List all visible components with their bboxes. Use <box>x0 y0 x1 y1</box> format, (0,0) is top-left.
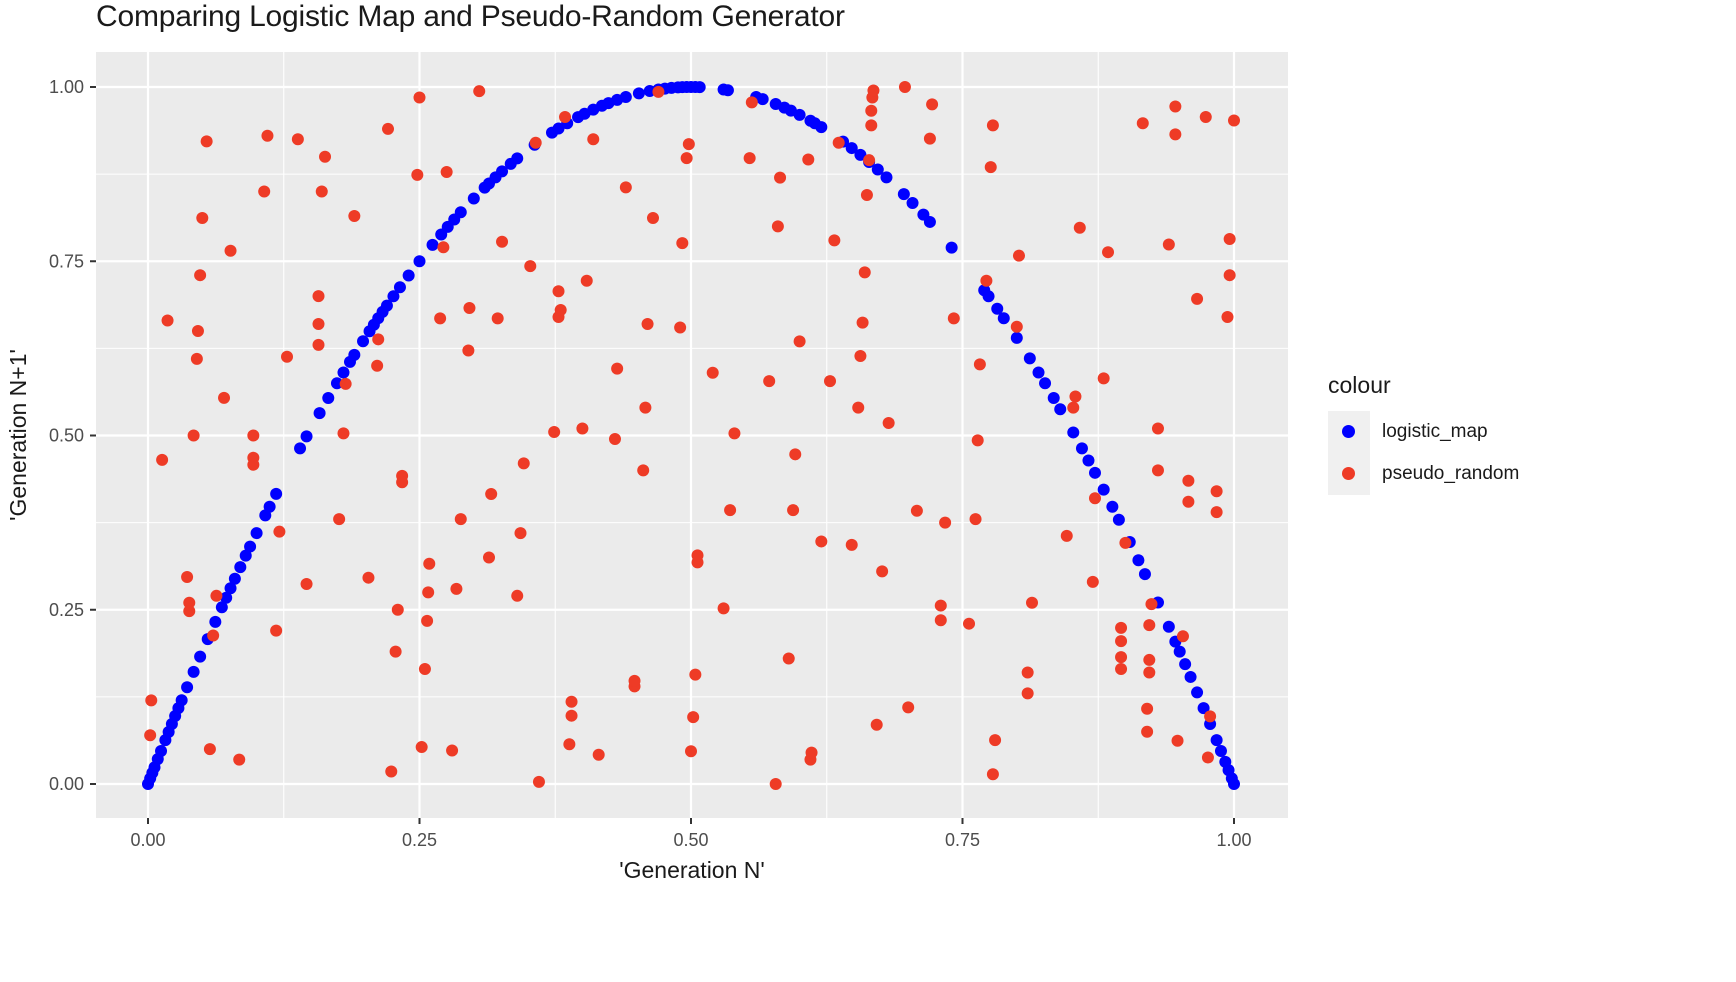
legend-label: pseudo_random <box>1382 463 1520 484</box>
red-dot-icon <box>1342 467 1355 480</box>
legend-label: logistic_map <box>1382 421 1488 442</box>
svg-text:1.00: 1.00 <box>49 77 84 97</box>
legend-key <box>1328 453 1370 495</box>
y-axis-ticks: 0.00 0.25 0.50 0.75 1.00 <box>49 77 96 794</box>
legend-item-pseudo-random: pseudo_random <box>1328 453 1519 495</box>
legend-item-logistic-map: logistic_map <box>1328 411 1519 453</box>
series-pseudo-random <box>144 81 1240 790</box>
major-gridlines <box>96 52 1288 818</box>
legend: colour logistic_map pseudo_random <box>1328 372 1519 495</box>
svg-text:0.25: 0.25 <box>402 830 437 850</box>
svg-text:1.00: 1.00 <box>1216 830 1251 850</box>
legend-key <box>1328 411 1370 453</box>
svg-text:0.25: 0.25 <box>49 600 84 620</box>
svg-text:0.50: 0.50 <box>673 830 708 850</box>
blue-dot-icon <box>1342 425 1355 438</box>
svg-text:0.00: 0.00 <box>130 830 165 850</box>
y-axis-title: 'Generation N+1' <box>5 349 31 521</box>
svg-text:0.50: 0.50 <box>49 426 84 446</box>
svg-text:0.75: 0.75 <box>49 251 84 271</box>
x-axis-ticks: 0.00 0.25 0.50 0.75 1.00 <box>130 818 1252 850</box>
legend-title: colour <box>1328 372 1391 398</box>
chart-title: Comparing Logistic Map and Pseudo-Random… <box>96 0 845 33</box>
series-logistic-map <box>142 81 1240 790</box>
svg-text:0.00: 0.00 <box>49 774 84 794</box>
x-axis-title: 'Generation N' <box>619 857 765 883</box>
svg-text:0.75: 0.75 <box>945 830 980 850</box>
